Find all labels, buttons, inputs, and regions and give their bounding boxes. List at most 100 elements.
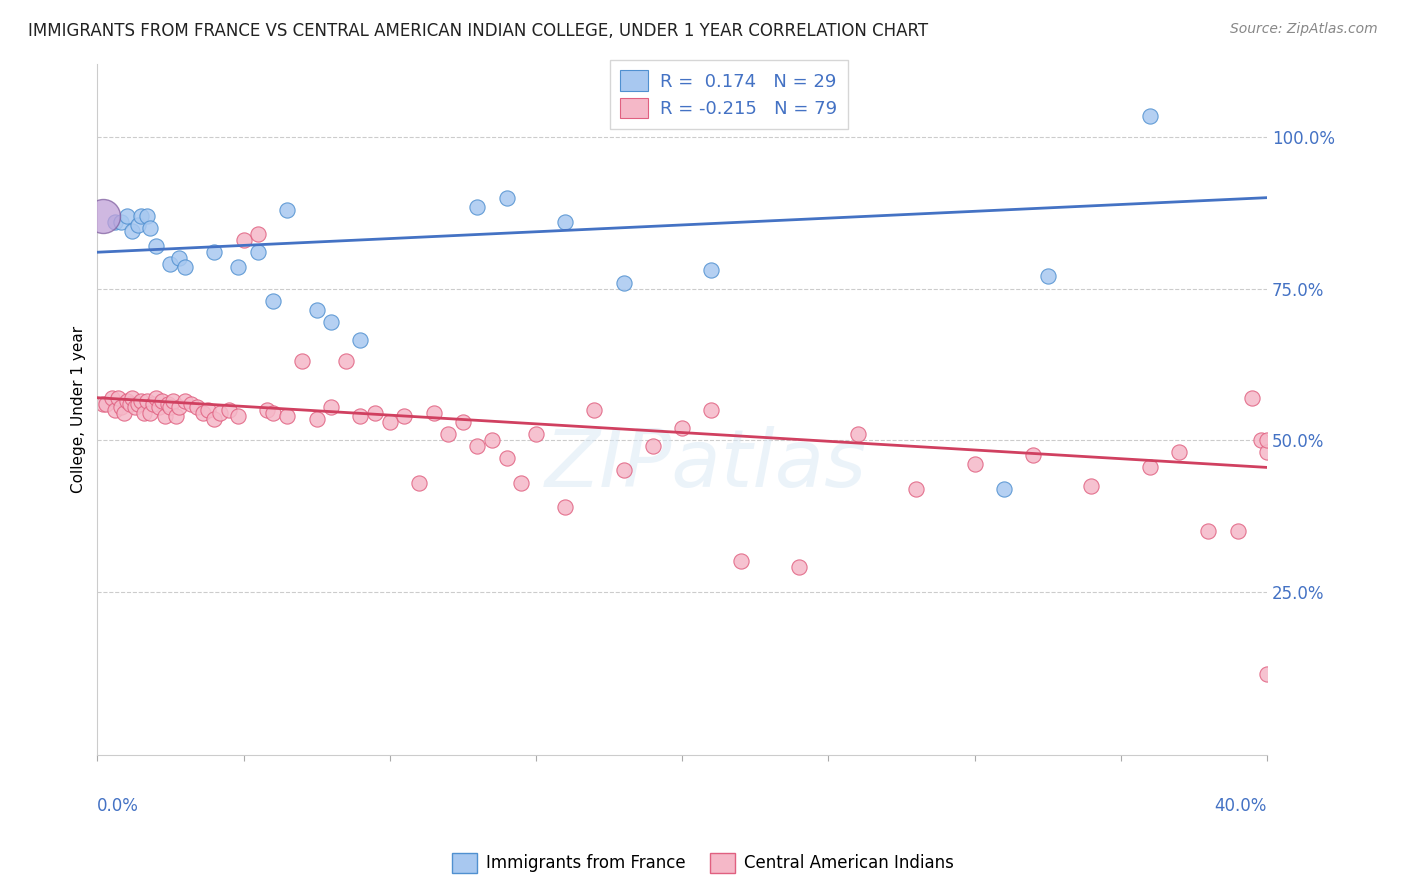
Point	[451, 415, 474, 429]
Point	[256, 402, 278, 417]
Point	[321, 315, 343, 329]
Legend: Immigrants from France, Central American Indians: Immigrants from France, Central American…	[446, 847, 960, 880]
Point	[963, 458, 986, 472]
Point	[107, 391, 129, 405]
Point	[174, 260, 197, 275]
Point	[124, 400, 146, 414]
Legend: R =  0.174   N = 29, R = -0.215   N = 79: R = 0.174 N = 29, R = -0.215 N = 79	[610, 60, 848, 129]
Point	[145, 391, 167, 405]
Point	[104, 215, 127, 229]
Point	[121, 391, 143, 405]
Point	[115, 393, 138, 408]
Point	[700, 263, 723, 277]
Point	[335, 354, 357, 368]
Point	[364, 406, 387, 420]
Point	[394, 409, 416, 423]
Point	[613, 276, 636, 290]
Point	[730, 554, 752, 568]
Point	[700, 402, 723, 417]
Point	[422, 406, 444, 420]
Text: 0.0%: 0.0%	[97, 797, 139, 814]
Point	[247, 245, 270, 260]
Point	[510, 475, 533, 490]
Point	[305, 412, 328, 426]
Point	[148, 400, 170, 414]
Text: Source: ZipAtlas.com: Source: ZipAtlas.com	[1230, 22, 1378, 37]
Point	[1139, 109, 1161, 123]
Point	[110, 400, 132, 414]
Point	[153, 409, 176, 423]
Point	[1256, 666, 1278, 681]
Y-axis label: College, Under 1 year: College, Under 1 year	[72, 326, 86, 493]
Point	[91, 209, 114, 223]
Point	[174, 393, 197, 408]
Point	[91, 397, 114, 411]
Point	[226, 409, 249, 423]
Point	[349, 409, 371, 423]
Point	[101, 391, 124, 405]
Point	[121, 224, 143, 238]
Point	[139, 221, 162, 235]
Point	[1241, 391, 1264, 405]
Point	[197, 402, 219, 417]
Point	[186, 400, 208, 414]
Point	[1226, 524, 1249, 538]
Point	[247, 227, 270, 241]
Point	[276, 409, 298, 423]
Point	[613, 463, 636, 477]
Point	[165, 409, 187, 423]
Point	[162, 393, 184, 408]
Point	[641, 439, 664, 453]
Point	[787, 560, 810, 574]
Point	[321, 400, 343, 414]
Point	[136, 393, 159, 408]
Point	[139, 406, 162, 420]
Point	[159, 400, 181, 414]
Point	[232, 233, 254, 247]
Point	[1022, 448, 1045, 462]
Point	[94, 397, 117, 411]
Point	[1256, 433, 1278, 447]
Point	[191, 406, 214, 420]
Point	[1250, 433, 1272, 447]
Point	[167, 400, 190, 414]
Point	[349, 333, 371, 347]
Point	[145, 239, 167, 253]
Point	[1036, 269, 1059, 284]
Point	[262, 293, 284, 308]
Point	[993, 482, 1015, 496]
Point	[495, 191, 517, 205]
Point	[262, 406, 284, 420]
Text: ZIPatlas: ZIPatlas	[544, 426, 866, 504]
Point	[554, 215, 576, 229]
Point	[583, 402, 606, 417]
Point	[408, 475, 430, 490]
Point	[1080, 478, 1102, 492]
Point	[671, 421, 693, 435]
Point	[202, 245, 225, 260]
Point	[1139, 460, 1161, 475]
Point	[167, 252, 190, 266]
Point	[467, 439, 489, 453]
Point	[156, 397, 179, 411]
Point	[846, 427, 869, 442]
Point	[115, 209, 138, 223]
Point	[110, 215, 132, 229]
Point	[150, 393, 173, 408]
Point	[467, 200, 489, 214]
Point	[112, 406, 135, 420]
Point	[495, 451, 517, 466]
Point	[209, 406, 232, 420]
Point	[104, 402, 127, 417]
Point	[276, 202, 298, 217]
Point	[554, 500, 576, 514]
Point	[1256, 445, 1278, 459]
Point	[481, 433, 503, 447]
Point	[437, 427, 460, 442]
Point	[142, 397, 165, 411]
Point	[129, 209, 152, 223]
Text: 40.0%: 40.0%	[1215, 797, 1267, 814]
Point	[524, 427, 547, 442]
Point	[134, 406, 156, 420]
Point	[226, 260, 249, 275]
